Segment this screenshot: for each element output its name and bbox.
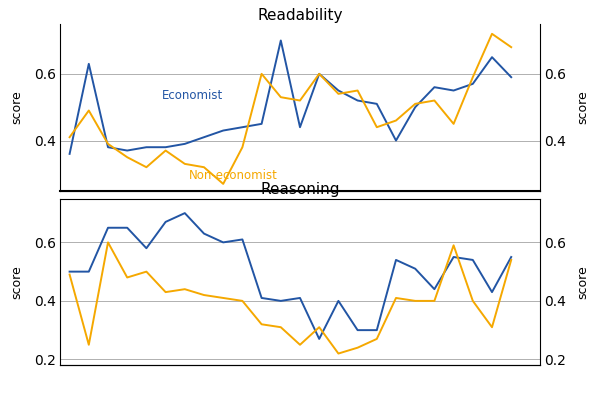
Text: Non-economist: Non-economist	[188, 169, 278, 182]
Text: Economist: Economist	[162, 89, 223, 102]
Text: score: score	[577, 90, 590, 124]
Title: Reasoning: Reasoning	[260, 182, 340, 197]
Text: score: score	[10, 90, 23, 124]
Text: score: score	[10, 265, 23, 299]
Title: Readability: Readability	[257, 8, 343, 23]
Text: score: score	[577, 265, 590, 299]
